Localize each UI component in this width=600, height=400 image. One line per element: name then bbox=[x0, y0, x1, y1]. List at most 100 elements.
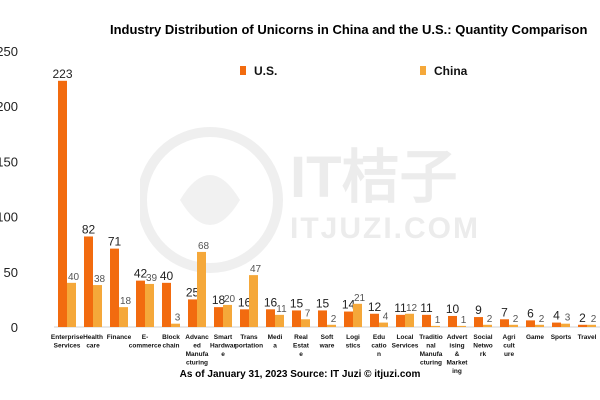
bar bbox=[162, 282, 171, 327]
x-tick-label: Enterprise bbox=[51, 334, 84, 341]
bar bbox=[110, 248, 119, 327]
y-tick-label: 0 bbox=[11, 320, 18, 335]
data-label: 15 bbox=[316, 296, 330, 310]
x-tick-label: Social bbox=[473, 334, 492, 341]
bar bbox=[396, 314, 405, 327]
data-label: 2 bbox=[331, 314, 337, 325]
x-tick-label: e bbox=[221, 351, 225, 358]
x-tick-label: Travel bbox=[578, 334, 597, 341]
data-label: 18 bbox=[212, 293, 226, 307]
data-label: 21 bbox=[354, 293, 366, 304]
bar bbox=[67, 282, 76, 327]
x-tick-label: ing bbox=[452, 368, 462, 375]
bar bbox=[240, 309, 249, 327]
data-label: 4 bbox=[383, 312, 389, 323]
data-label: 42 bbox=[134, 267, 148, 281]
bar bbox=[275, 314, 284, 327]
x-tick-label: stics bbox=[346, 343, 361, 350]
bar bbox=[119, 307, 128, 327]
bar bbox=[448, 315, 457, 327]
data-label: 6 bbox=[527, 306, 534, 320]
x-tick-label: rk bbox=[480, 351, 487, 358]
bar bbox=[587, 324, 596, 327]
bar bbox=[370, 313, 379, 327]
x-tick-label: Agri bbox=[503, 334, 516, 341]
x-tick-label: E- bbox=[142, 334, 149, 341]
x-tick-label: Advert bbox=[447, 334, 468, 341]
x-tick-label: cult bbox=[503, 343, 515, 350]
bar bbox=[145, 283, 154, 327]
x-tick-label: cturing bbox=[420, 360, 442, 367]
bar bbox=[457, 325, 466, 327]
chart-title: Industry Distribution of Unicorns in Chi… bbox=[110, 22, 588, 37]
x-tick-label: Manufa bbox=[420, 351, 443, 358]
x-tick-label: Game bbox=[526, 334, 544, 341]
y-tick-label: 250 bbox=[0, 44, 18, 59]
bar bbox=[500, 319, 509, 327]
legend-swatch bbox=[420, 66, 426, 75]
data-label: 18 bbox=[120, 296, 132, 307]
data-label: 12 bbox=[406, 303, 418, 314]
x-tick-label: Block bbox=[162, 334, 180, 341]
x-tick-label: Logi bbox=[346, 334, 360, 341]
x-tick-label: Netwo bbox=[473, 343, 493, 350]
data-label: 82 bbox=[82, 222, 96, 236]
x-tick-label: Sports bbox=[551, 334, 572, 341]
x-tick-label: Traditio bbox=[419, 334, 443, 341]
data-label: 9 bbox=[475, 303, 482, 317]
y-tick-label: 50 bbox=[4, 265, 18, 280]
bar bbox=[292, 310, 301, 327]
data-label: 16 bbox=[264, 295, 278, 309]
x-tick-label: ware bbox=[319, 343, 335, 350]
data-label: 2 bbox=[539, 314, 545, 325]
data-label: 11 bbox=[276, 304, 287, 315]
bar bbox=[578, 324, 587, 327]
bar bbox=[526, 320, 535, 327]
data-label: 25 bbox=[186, 285, 200, 299]
bar bbox=[58, 80, 67, 327]
bar bbox=[474, 317, 483, 327]
x-tick-label: Soft bbox=[321, 334, 334, 341]
x-tick-label: ising bbox=[449, 343, 464, 350]
x-tick-label: nal bbox=[426, 343, 436, 350]
data-label: 68 bbox=[198, 241, 210, 252]
x-tick-label: e bbox=[299, 351, 303, 358]
data-label: 12 bbox=[368, 300, 382, 314]
bar bbox=[552, 322, 561, 327]
data-label: 2 bbox=[579, 311, 586, 325]
x-tick-label: Manufa bbox=[186, 351, 209, 358]
bar bbox=[188, 299, 197, 327]
data-label: 39 bbox=[146, 273, 158, 284]
x-tick-label: Services bbox=[54, 343, 81, 350]
bar bbox=[422, 314, 431, 327]
data-label: 2 bbox=[591, 314, 597, 325]
bar bbox=[327, 324, 336, 327]
bar bbox=[301, 319, 310, 327]
y-tick-label: 200 bbox=[0, 99, 18, 114]
data-label: 2 bbox=[487, 314, 493, 325]
x-tick-label: commerce bbox=[129, 343, 162, 350]
bar bbox=[431, 325, 440, 327]
bar bbox=[214, 307, 223, 327]
bar bbox=[223, 304, 232, 327]
data-label: 15 bbox=[290, 296, 304, 310]
x-tick-label: Services bbox=[392, 343, 419, 350]
data-label: 2 bbox=[513, 314, 519, 325]
bar bbox=[266, 309, 275, 327]
data-label: 7 bbox=[501, 305, 508, 319]
data-label: 11 bbox=[420, 301, 433, 315]
x-tick-label: Health bbox=[83, 334, 103, 341]
bar bbox=[353, 303, 362, 327]
x-tick-label: a bbox=[273, 343, 277, 350]
chart-footer: As of January 31, 2023 Source: IT Juzi ©… bbox=[179, 369, 421, 380]
y-tick-label: 100 bbox=[0, 210, 18, 225]
data-label: 40 bbox=[68, 272, 80, 283]
legend-label: China bbox=[434, 64, 468, 78]
data-label: 1 bbox=[435, 315, 441, 326]
x-tick-label: care bbox=[86, 343, 100, 350]
x-tick-label: Smart bbox=[214, 334, 233, 341]
data-label: 71 bbox=[108, 235, 122, 249]
legend-swatch bbox=[240, 66, 246, 75]
